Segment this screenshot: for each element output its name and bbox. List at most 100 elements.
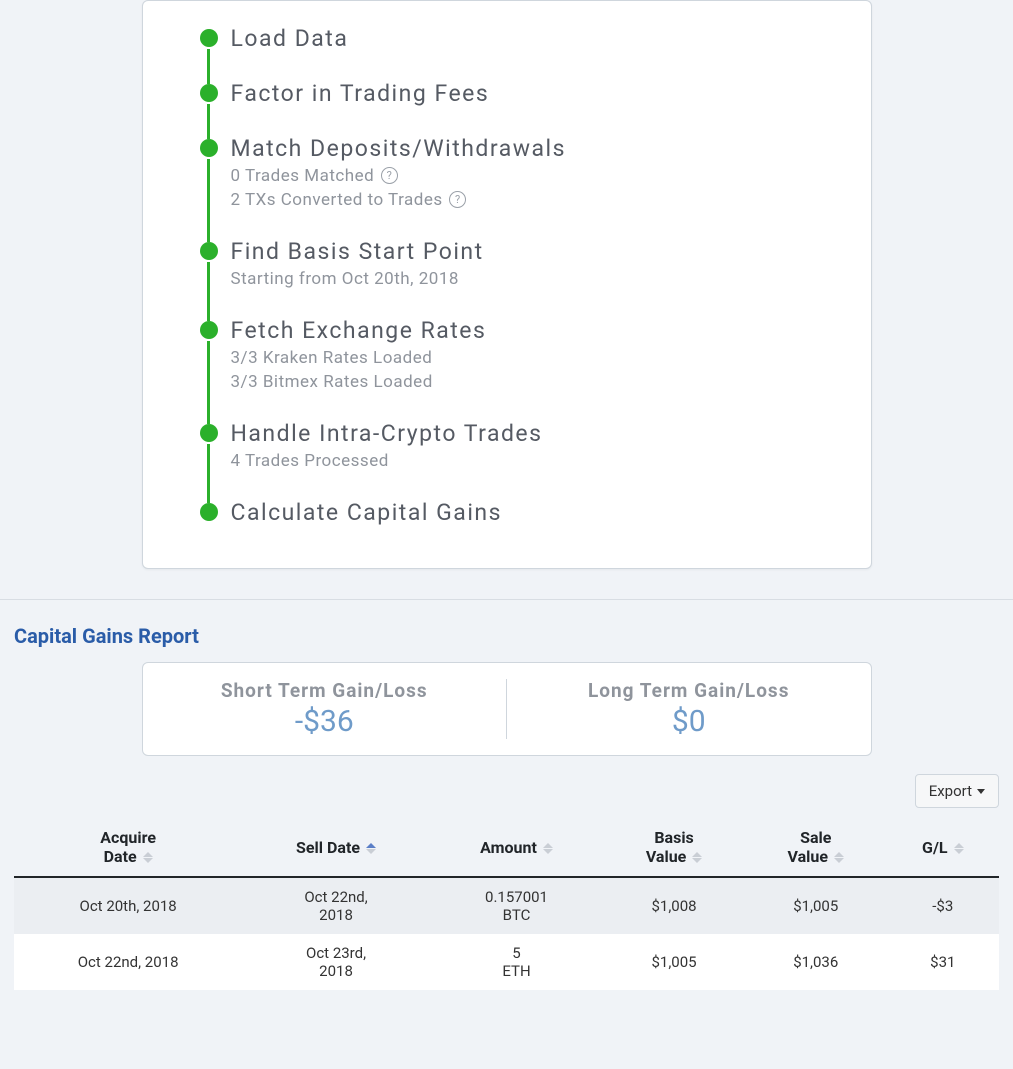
step-connector <box>207 341 210 424</box>
summary-card: Short Term Gain/Loss -$36 Long Term Gain… <box>142 662 872 756</box>
help-icon[interactable]: ? <box>449 191 466 208</box>
short-term-summary: Short Term Gain/Loss -$36 <box>143 679 507 739</box>
step-row: Factor in Trading Fees <box>187 80 827 135</box>
step-indicator <box>187 317 231 420</box>
cell-sell-date: Oct 23rd,2018 <box>242 934 430 990</box>
steps-card: Load Data Factor in Trading Fees Match Dep… <box>142 0 872 569</box>
step-content: Factor in Trading Fees <box>231 80 827 135</box>
report-section: Capital Gains Report Short Term Gain/Los… <box>0 600 1013 990</box>
gains-table-head: AcquireDate Sell Date Amount BasisValue Sale… <box>14 818 999 877</box>
step-row: Fetch Exchange Rates 3/3 Kraken Rates Loa… <box>187 317 827 420</box>
export-row: Export <box>14 774 999 808</box>
gains-table: AcquireDate Sell Date Amount BasisValue Sale… <box>14 818 999 990</box>
cell-sell-date: Oct 22nd,2018 <box>242 877 430 934</box>
step-dot-icon <box>200 139 218 157</box>
step-title: Find Basis Start Point <box>231 238 827 265</box>
long-term-value: $0 <box>507 704 871 739</box>
step-subtext-text: 2 TXs Converted to Trades <box>231 190 448 210</box>
export-label: Export <box>929 782 972 800</box>
step-connector <box>207 444 210 503</box>
step-row: Calculate Capital Gains <box>187 499 827 526</box>
sort-icon <box>366 843 376 854</box>
column-label: Amount <box>480 838 537 857</box>
step-subtext: 3/3 Bitmex Rates Loaded <box>231 372 827 392</box>
step-title: Match Deposits/Withdrawals <box>231 135 827 162</box>
sort-icon <box>692 852 702 863</box>
step-row: Match Deposits/Withdrawals 0 Trades Match… <box>187 135 827 238</box>
step-connector <box>207 159 210 242</box>
help-icon[interactable]: ? <box>381 167 398 184</box>
step-indicator <box>187 80 231 135</box>
step-indicator <box>187 135 231 238</box>
step-subtext: 4 Trades Processed <box>231 451 827 471</box>
step-content: Fetch Exchange Rates 3/3 Kraken Rates Loa… <box>231 317 827 420</box>
sort-icon <box>954 843 964 854</box>
export-button[interactable]: Export <box>915 774 999 808</box>
short-term-value: -$36 <box>143 704 507 739</box>
step-content: Calculate Capital Gains <box>231 499 827 526</box>
cell-gain-loss: -$3 <box>887 877 999 934</box>
step-subtext-text: 0 Trades Matched <box>231 166 379 186</box>
step-row: Load Data <box>187 25 827 80</box>
sort-icon <box>543 843 553 854</box>
chevron-down-icon <box>977 789 985 794</box>
step-title: Calculate Capital Gains <box>231 499 827 526</box>
column-header[interactable]: BasisValue <box>603 818 745 877</box>
step-content: Match Deposits/Withdrawals 0 Trades Match… <box>231 135 827 238</box>
sort-icon <box>143 852 153 863</box>
step-connector <box>207 49 210 84</box>
step-indicator <box>187 420 231 499</box>
step-dot-icon <box>200 84 218 102</box>
step-subtext: Starting from Oct 20th, 2018 <box>231 269 827 289</box>
step-content: Find Basis Start Point Starting from Oct … <box>231 238 827 317</box>
step-indicator <box>187 25 231 80</box>
step-subtext: 0 Trades Matched ? <box>231 166 827 186</box>
step-indicator <box>187 238 231 317</box>
column-header[interactable]: Sell Date <box>242 818 430 877</box>
table-row: Oct 22nd, 2018Oct 23rd,20185ETH$1,005$1,… <box>14 934 999 990</box>
gains-table-body: Oct 20th, 2018Oct 22nd,20180.157001BTC$1… <box>14 877 999 990</box>
step-content: Load Data <box>231 25 827 80</box>
step-dot-icon <box>200 29 218 47</box>
column-header[interactable]: G/L <box>887 818 999 877</box>
column-header[interactable]: SaleValue <box>745 818 887 877</box>
step-content: Handle Intra-Crypto Trades4 Trades Proce… <box>231 420 827 499</box>
report-title: Capital Gains Report <box>14 624 999 648</box>
column-label: BasisValue <box>646 828 694 866</box>
cell-basis-value: $1,005 <box>603 934 745 990</box>
step-row: Handle Intra-Crypto Trades4 Trades Proce… <box>187 420 827 499</box>
step-subtext-text: Starting from Oct 20th, 2018 <box>231 269 459 289</box>
step-title: Load Data <box>231 25 827 52</box>
step-connector <box>207 104 210 139</box>
cell-gain-loss: $31 <box>887 934 999 990</box>
cell-basis-value: $1,008 <box>603 877 745 934</box>
step-subtext: 3/3 Kraken Rates Loaded <box>231 348 827 368</box>
long-term-label: Long Term Gain/Loss <box>507 679 871 702</box>
step-title: Fetch Exchange Rates <box>231 317 827 344</box>
column-header[interactable]: AcquireDate <box>14 818 242 877</box>
sort-icon <box>834 852 844 863</box>
step-dot-icon <box>200 424 218 442</box>
column-label: G/L <box>922 838 948 857</box>
step-connector <box>207 262 210 321</box>
step-dot-icon <box>200 242 218 260</box>
step-dot-icon <box>200 503 218 521</box>
step-subtext-text: 4 Trades Processed <box>231 451 389 471</box>
step-subtext-text: 3/3 Bitmex Rates Loaded <box>231 372 433 392</box>
step-subtext-text: 3/3 Kraken Rates Loaded <box>231 348 433 368</box>
long-term-summary: Long Term Gain/Loss $0 <box>507 679 871 739</box>
table-row: Oct 20th, 2018Oct 22nd,20180.157001BTC$1… <box>14 877 999 934</box>
cell-acquire-date: Oct 22nd, 2018 <box>14 934 242 990</box>
column-label: Sell Date <box>296 838 360 857</box>
cell-sale-value: $1,005 <box>745 877 887 934</box>
cell-acquire-date: Oct 20th, 2018 <box>14 877 242 934</box>
step-indicator <box>187 499 231 526</box>
short-term-label: Short Term Gain/Loss <box>143 679 507 702</box>
cell-amount: 0.157001BTC <box>430 877 603 934</box>
step-row: Find Basis Start Point Starting from Oct … <box>187 238 827 317</box>
step-dot-icon <box>200 321 218 339</box>
cell-sale-value: $1,036 <box>745 934 887 990</box>
step-subtext: 2 TXs Converted to Trades ? <box>231 190 827 210</box>
step-title: Factor in Trading Fees <box>231 80 827 107</box>
column-header[interactable]: Amount <box>430 818 603 877</box>
